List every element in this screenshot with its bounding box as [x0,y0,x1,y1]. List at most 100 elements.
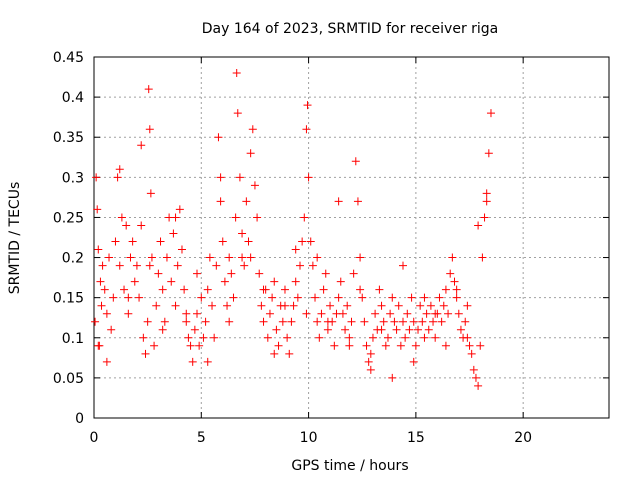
x-tick-label: 15 [407,430,425,446]
data-point [306,237,315,246]
data-point [229,293,238,302]
data-point [109,293,118,302]
data-point [238,229,247,238]
data-point [152,301,161,310]
data-point [113,173,122,182]
data-point [341,325,350,334]
data-point [377,301,386,310]
data-point [452,285,461,294]
data-point [143,317,152,326]
data-point [283,333,292,342]
data-point [431,333,440,342]
x-tick-label: 0 [90,430,99,446]
data-point [302,309,311,318]
data-point [278,317,287,326]
data-point [263,333,272,342]
data-point [93,205,102,214]
data-point [420,333,429,342]
data-point [450,277,459,286]
data-point [362,341,371,350]
y-tick-label: 0.35 [53,130,84,146]
data-point [94,341,103,350]
data-point [242,197,251,206]
data-point [313,317,322,326]
data-point [144,85,153,94]
data-point [465,341,474,350]
data-point [193,269,201,278]
data-point [94,245,103,254]
data-point [92,173,101,182]
data-point [381,341,390,350]
data-point [268,293,277,302]
data-point [117,213,126,222]
data-point [214,133,223,142]
data-point [303,101,312,110]
data-point [158,325,167,334]
data-point [201,317,210,326]
data-point [405,325,414,334]
data-point [102,309,111,318]
data-point [233,109,242,118]
data-point [326,301,335,310]
data-point [169,229,178,238]
data-point [296,261,304,270]
data-point [160,317,169,326]
data-point [317,309,326,318]
data-point [91,317,100,326]
y-tick-label: 0.25 [53,210,84,226]
data-point [199,333,208,342]
y-axis-label: SRMTID / TECUs [7,182,23,295]
data-point [227,269,236,278]
data-point [122,221,131,230]
data-point [272,325,281,334]
axis-ticks: 0 0.05 0.1 0.15 0.2 0.25 0.3 0.35 0.4 0.45 0 5 10 15 2… [53,50,609,446]
data-point [235,173,244,182]
data-point [480,213,489,222]
data-point [446,269,455,278]
data-point [334,197,343,206]
data-points [91,69,495,390]
data-point [379,317,388,326]
data-point [431,309,440,318]
data-point [270,349,279,358]
data-point [285,349,294,358]
data-point [124,309,133,318]
data-point [463,301,472,310]
data-point [265,309,274,318]
data-point [330,341,339,350]
data-point [246,253,255,262]
data-point [418,317,427,326]
data-point [126,253,135,262]
data-point [368,333,377,342]
x-axis-label: GPS time / hours [291,458,408,474]
data-point [98,261,107,270]
x-tick-label: 10 [300,430,318,446]
data-point [358,293,367,302]
data-point [371,309,380,318]
data-point [100,285,109,294]
data-point [135,293,144,302]
data-point [345,333,354,342]
data-point [184,333,193,342]
data-point [293,293,302,302]
data-point [218,237,227,246]
data-point [154,269,163,278]
data-point [145,261,154,270]
data-point [467,349,476,358]
data-point [360,317,369,326]
data-point [96,277,105,286]
data-point [351,157,360,166]
data-point [424,325,433,334]
data-point [411,341,420,350]
data-point [145,125,154,134]
data-point [383,333,392,342]
y-tick-label: 0.3 [62,170,84,186]
data-point [461,317,470,326]
data-point [250,181,259,190]
data-point [270,277,279,286]
data-point [304,173,313,182]
data-point [115,165,124,174]
data-point [105,253,114,262]
data-point [188,357,197,366]
data-point [302,125,311,134]
